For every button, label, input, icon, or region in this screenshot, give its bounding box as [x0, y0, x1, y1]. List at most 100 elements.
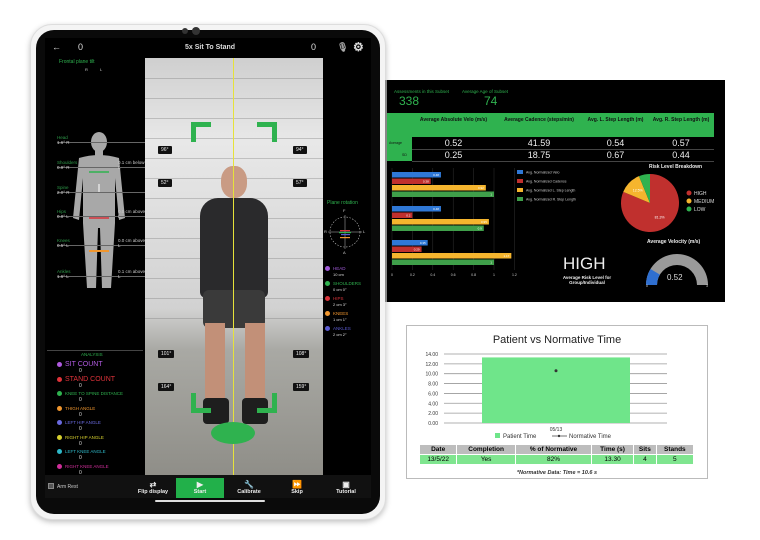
analysis-label: THIGH ANGLE: [65, 405, 96, 411]
bar-value-label: 1: [490, 261, 492, 265]
analysis-label: RIGHT KNEE ANGLE: [65, 463, 109, 469]
angle-label: 57°: [293, 179, 307, 187]
table-header: Sits: [633, 444, 657, 455]
y-tick-label: 14.00: [425, 352, 438, 358]
legend-label: Normative Time: [569, 434, 612, 440]
tick-label: 0.4: [430, 273, 435, 277]
analysis-value: 0: [79, 469, 82, 476]
rotation-dot-icon: [325, 326, 330, 332]
bar-value-label: 0.2: [406, 214, 411, 218]
rotation-item: SHOULDERS 0 cm 0°: [325, 281, 361, 293]
settings-gear-icon[interactable]: ⚙: [353, 40, 364, 54]
rotation-label: ANKLES: [333, 326, 351, 331]
analysis-value: 0: [79, 426, 82, 432]
analytics-dashboard: Assessments in this Subset 338 Average A…: [385, 80, 725, 302]
column-header: Avg. R. Step Length (m): [648, 113, 714, 137]
tick-label: 0.2: [410, 273, 415, 277]
arm-rest-checkbox[interactable]: [48, 483, 54, 489]
table-cell: 5: [655, 454, 695, 465]
bar-value-label: 0.92: [478, 186, 484, 190]
table-cell: 0.57: [672, 138, 690, 148]
rotation-label: HIPS: [333, 296, 344, 301]
skip-button[interactable]: ⏩ Skip: [273, 478, 321, 498]
bar-value-label: 0.48: [433, 207, 439, 211]
bar: [392, 191, 494, 197]
compass-r: R: [324, 229, 327, 234]
analysis-item: THIGH ANGLE 0: [57, 406, 95, 418]
flip-display-button[interactable]: ⇄ Flip display: [129, 478, 177, 498]
rotation-dot-icon: [325, 311, 330, 317]
legend-dot: [686, 190, 692, 196]
table-header: Date: [418, 444, 458, 455]
chart-title: Patient vs Normative Time: [492, 334, 622, 346]
wrench-icon: 🔧: [244, 480, 254, 489]
rotation-dot-icon: [325, 281, 330, 287]
table-cell: Yes: [456, 454, 516, 465]
gauge-track: [646, 254, 708, 285]
legend-label: LOW: [694, 207, 706, 213]
start-button[interactable]: ▶ Start: [176, 478, 224, 498]
back-arrow-icon[interactable]: ←: [52, 42, 61, 52]
rotation-value: 0 cm 0°: [333, 287, 347, 292]
table-header: Completion: [456, 444, 516, 455]
assessments-label: Assessments in this Subset: [393, 89, 449, 94]
bar: [392, 212, 413, 218]
person-torso: [200, 198, 268, 298]
normative-time-point: [554, 369, 558, 373]
arm-rest-label: Arm Rest: [57, 484, 78, 490]
tutorial-button[interactable]: ▣ Tutorial: [322, 478, 370, 498]
left-counter: 0: [78, 42, 84, 52]
legend-label: Avg. Normalized Cadence: [526, 180, 567, 184]
feet-frame-corner: [257, 393, 277, 413]
camera: [182, 27, 212, 35]
analysis-value: 0: [79, 440, 82, 447]
row-label: Average: [389, 141, 402, 145]
y-tick-label: 4.00: [428, 401, 438, 407]
feet-frame-corner: [191, 393, 211, 413]
tick-label: 0.6: [451, 273, 456, 277]
analysis-dot-icon: [57, 463, 62, 469]
bar: [392, 185, 486, 191]
y-tick-label: 10.00: [425, 372, 438, 378]
analysis-title: ANALYSIS: [81, 352, 103, 357]
mic-muted-icon[interactable]: 🎙: [337, 42, 349, 52]
pie-slice: [638, 174, 650, 203]
analysis-label: RIGHT HIP ANGLE: [65, 434, 104, 440]
table-row: 13/5/22 Yes 82% 13.30 4 5: [418, 454, 695, 465]
knees-diff: 0.0 cm above L: [118, 238, 146, 248]
analysis-dot-icon: [57, 434, 62, 440]
table-cell: 0.54: [606, 138, 625, 148]
camera-video-feed: 96° 94° 52° 57° 101° 108° 164° 159°: [145, 58, 323, 475]
bar-value-label: 0.35: [420, 241, 426, 245]
body-level-ankles: Ankles 1.6° L: [57, 269, 71, 279]
analysis-label: LEFT HIP ANGLE: [65, 420, 101, 425]
bar: [392, 172, 441, 178]
body-level-shoulders: Shoulders 0.9° R: [57, 160, 78, 170]
fast-forward-icon: ⏩: [292, 480, 302, 489]
analysis-item: LEFT HIP ANGLE 0: [57, 420, 101, 432]
rotation-item: KNEES 1 cm 1°: [325, 311, 348, 323]
pie-title: Risk Level Breakdown: [649, 164, 703, 170]
table-cell: 13/5/22: [418, 454, 458, 465]
x-tick-label: 05/13: [550, 427, 563, 433]
gauge-max: 3: [706, 284, 708, 288]
analysis-item: RIGHT HIP ANGLE 0: [57, 435, 104, 447]
rotation-value: 10 cm: [333, 272, 344, 277]
analysis-label: LEFT KNEE ANGLE: [65, 449, 106, 454]
table-header: Time (s): [591, 444, 635, 455]
table-cell: 18.75: [527, 150, 551, 160]
column-header: Average Absolute Velo (m/s): [412, 113, 495, 137]
plane-rotation-compass: [328, 215, 362, 249]
calibrate-button[interactable]: 🔧 Calibrate: [225, 478, 273, 498]
rotation-label: KNEES: [333, 311, 349, 316]
foot-target-marker: [211, 422, 255, 444]
rotation-item: HIPS 2 cm 3°: [325, 296, 347, 308]
analysis-dot-icon: [57, 391, 62, 397]
normative-results-table: Date Completion% of Normative Time (s) Sits…: [418, 444, 695, 465]
legend-swatch: [517, 197, 523, 201]
legend-dot: [686, 198, 692, 204]
analysis-value: 0: [79, 455, 82, 461]
analysis-item: RIGHT KNEE ANGLE 0: [57, 464, 109, 476]
legend-marker: [557, 434, 561, 438]
analysis-item: LEFT KNEE ANGLE 0: [57, 449, 106, 461]
